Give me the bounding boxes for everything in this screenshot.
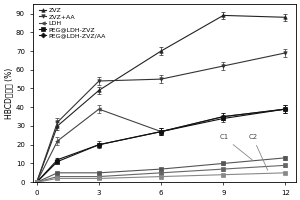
Legend: ZVZ, ZVZ+AA, LDH, PEG@LDH-ZVZ, PEG@LDH-ZVZ/AA: ZVZ, ZVZ+AA, LDH, PEG@LDH-ZVZ, PEG@LDH-Z… — [38, 7, 106, 39]
Text: C2: C2 — [248, 134, 268, 170]
Text: C1: C1 — [219, 134, 252, 160]
Y-axis label: HBCD降解率 (%): HBCD降解率 (%) — [4, 68, 13, 119]
